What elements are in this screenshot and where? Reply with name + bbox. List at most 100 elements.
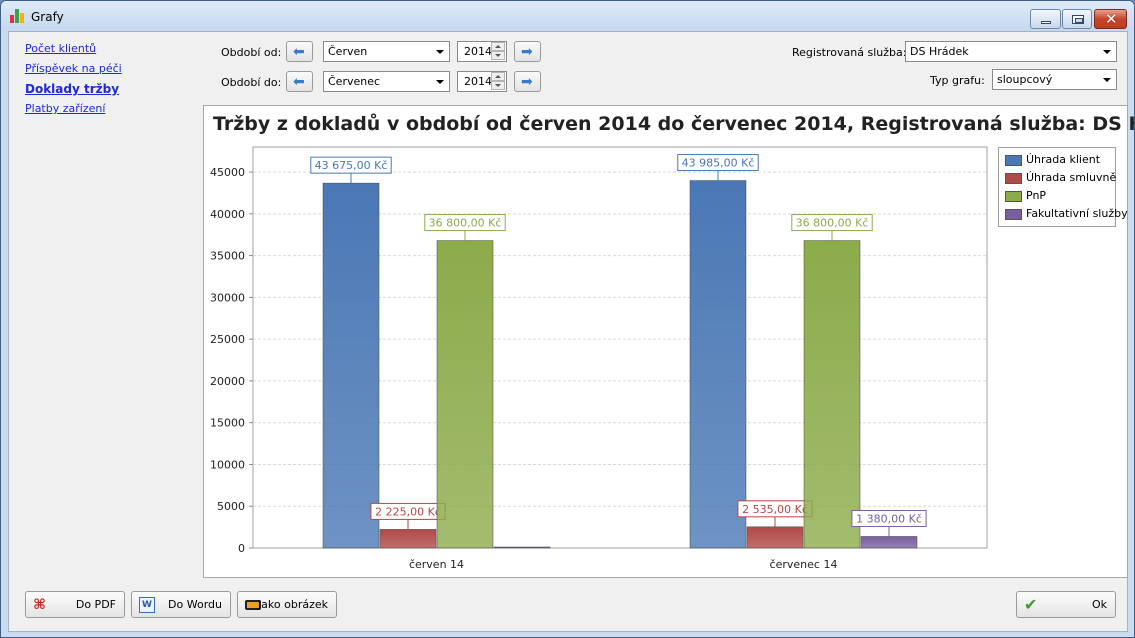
spin-down-icon[interactable]	[491, 51, 505, 60]
nav-link-prispevek-na-peci[interactable]: Příspěvek na péči	[25, 62, 122, 75]
to-next-button[interactable]: ➡	[514, 71, 541, 92]
chevron-down-icon	[436, 50, 444, 54]
service-value: DS Hrádek	[910, 45, 969, 58]
export-image-button[interactable]: Jako obrázek	[237, 591, 337, 618]
service-select[interactable]: DS Hrádek	[905, 41, 1117, 62]
bar-chart: 0 5000 10000 15000 20000 25000 30000 35000 40000…	[210, 146, 988, 571]
word-icon: W	[139, 597, 155, 613]
ok-button[interactable]: ✔ Ok	[1016, 591, 1116, 618]
data-label-box	[424, 214, 506, 232]
bar-fakultativní-služby	[860, 536, 918, 549]
data-label: 36 800,00 Kč	[429, 217, 502, 230]
checkmark-icon: ✔	[1024, 595, 1038, 614]
bar-chart-app-icon	[10, 9, 26, 23]
export-word-label: Do Wordu	[168, 598, 222, 611]
legend-swatch	[1005, 154, 1022, 166]
minimize-icon	[1041, 21, 1051, 24]
export-image-label: Jako obrázek	[257, 598, 328, 611]
y-tick-label: 15000	[210, 417, 245, 430]
from-year-value: 2014	[464, 45, 492, 58]
data-label-box	[851, 509, 927, 527]
y-tick-label: 10000	[210, 458, 245, 471]
export-pdf-label: Do PDF	[75, 598, 116, 611]
y-tick-label: 20000	[210, 375, 245, 388]
legend-swatch	[1005, 208, 1022, 220]
spin-down-icon[interactable]	[491, 81, 505, 90]
bar-fakultativní-služby	[493, 546, 551, 549]
data-label-box	[677, 154, 759, 172]
bar-úhrada-smluvně	[379, 529, 437, 549]
minimize-button[interactable]	[1030, 9, 1061, 29]
to-year-value: 2014	[464, 75, 492, 88]
legend-item: Úhrada smluvně	[1005, 171, 1116, 185]
y-tick-label: 45000	[210, 166, 245, 179]
from-label: Období od:	[221, 46, 282, 59]
window-title: Grafy	[31, 10, 64, 24]
from-month-select[interactable]: Červen	[323, 41, 450, 62]
from-month-value: Červen	[328, 45, 368, 58]
close-button[interactable]: ✕	[1094, 9, 1127, 29]
chart-type-select[interactable]: sloupcový	[992, 69, 1117, 90]
chart-panel: Tržby z dokladů v období od červen 2014 …	[203, 105, 1134, 578]
legend-label: Úhrada klient	[1026, 153, 1101, 166]
x-tick-label: červen 14	[409, 558, 464, 571]
chevron-down-icon	[1103, 50, 1111, 54]
to-month-value: Červenec	[328, 75, 381, 88]
data-label: 43 985,00 Kč	[682, 157, 755, 170]
export-pdf-button[interactable]: ⌘ Do PDF	[25, 591, 125, 618]
spin-up-icon[interactable]	[491, 42, 505, 51]
chart-type-value: sloupcový	[997, 73, 1053, 86]
from-prev-button[interactable]: ⬅	[286, 41, 313, 62]
from-year-spinner[interactable]: 2014	[457, 41, 507, 62]
y-tick-label: 5000	[217, 500, 245, 513]
y-tick-label: 0	[238, 542, 245, 555]
chevron-down-icon	[1103, 78, 1111, 82]
chart-title: Tržby z dokladů v období od červen 2014 …	[213, 113, 1135, 135]
y-tick-label: 25000	[210, 333, 245, 346]
y-tick-label: 35000	[210, 250, 245, 263]
to-prev-button[interactable]: ⬅	[286, 71, 313, 92]
bar-úhrada-smluvně	[746, 526, 804, 549]
to-year-spinner[interactable]: 2014	[457, 71, 507, 92]
legend-item: Fakultativní služby	[1005, 207, 1128, 221]
maximize-icon	[1072, 15, 1084, 24]
pdf-icon: ⌘	[33, 597, 46, 613]
data-label-box	[310, 156, 392, 174]
service-label: Registrovaná služba:	[792, 46, 907, 59]
close-icon: ✕	[1105, 10, 1118, 28]
bar-pnp	[803, 240, 861, 549]
legend-label: PnP	[1026, 189, 1047, 202]
camera-icon	[245, 600, 261, 610]
to-label: Období do:	[221, 76, 282, 89]
nav-link-platby-zarizeni[interactable]: Platby zařízení	[25, 102, 106, 115]
nav-link-pocet-klientu[interactable]: Počet klientů	[25, 42, 97, 55]
from-next-button[interactable]: ➡	[514, 41, 541, 62]
y-tick-label: 30000	[210, 291, 245, 304]
arrow-right-icon: ➡	[521, 74, 533, 90]
chart-type-label: Typ grafu:	[930, 74, 985, 87]
legend-label: Fakultativní služby	[1026, 207, 1128, 220]
report-nav: Počet klientů Příspěvek na péči Doklady …	[25, 42, 122, 122]
spin-up-icon[interactable]	[491, 72, 505, 81]
data-label: 43 675,00 Kč	[315, 159, 388, 172]
chevron-down-icon	[436, 80, 444, 84]
arrow-left-icon: ⬅	[293, 74, 305, 90]
arrow-left-icon: ⬅	[293, 44, 305, 60]
to-month-select[interactable]: Červenec	[323, 71, 450, 92]
nav-link-doklady-trzby[interactable]: Doklady tržby	[25, 82, 120, 96]
arrow-right-icon: ➡	[521, 44, 533, 60]
data-label: 2 225,00 Kč	[375, 505, 441, 518]
y-tick-label: 40000	[210, 208, 245, 221]
bar-úhrada-klient	[689, 180, 747, 549]
bar-pnp	[436, 240, 494, 549]
legend-item: Úhrada klient	[1005, 153, 1100, 167]
client-area: Počet klientů Příspěvek na péči Doklady …	[8, 31, 1134, 632]
title-bar[interactable]: Grafy ✕	[1, 1, 1134, 31]
bar-úhrada-klient	[322, 182, 380, 549]
maximize-button[interactable]	[1062, 9, 1092, 29]
export-word-button[interactable]: W Do Wordu	[131, 591, 231, 618]
legend-item: PnP	[1005, 189, 1046, 203]
legend-swatch	[1005, 190, 1022, 202]
data-label-box	[791, 214, 873, 232]
data-label: 36 800,00 Kč	[796, 217, 869, 230]
